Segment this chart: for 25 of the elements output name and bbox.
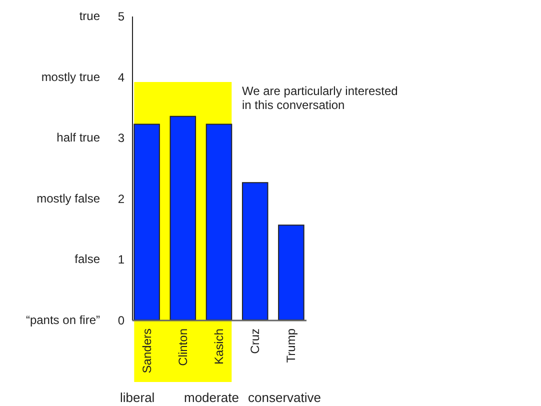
x-tick-label: Kasich: [212, 328, 226, 365]
text: mostly true: [41, 70, 100, 84]
text: false: [74, 252, 100, 266]
text: mostly false: [36, 191, 100, 206]
y-tick-label: 1: [118, 252, 125, 267]
y-tick-label: 2: [118, 192, 125, 206]
band-label: We are particularly interested in this conversation: [242, 84, 398, 112]
text: liberal: [120, 390, 155, 405]
bar: [206, 124, 232, 320]
y-tick-label: 3: [118, 131, 125, 146]
text: true: [79, 9, 100, 23]
text: moderate: [184, 390, 239, 405]
y-tick-label: 4: [118, 70, 125, 84]
x-tick-label: Sanders: [140, 328, 154, 374]
bar: [278, 224, 304, 320]
x-tick-label: Cruz: [248, 328, 262, 354]
bar: [242, 182, 268, 320]
x-tick-label: Clinton: [176, 328, 190, 366]
y-tick-label: 0: [118, 314, 125, 328]
text: half true: [56, 130, 100, 145]
y-tick-label: 5: [118, 10, 125, 24]
x-tick-label: Trump: [284, 328, 298, 363]
text: conservative: [248, 390, 321, 405]
bar: [170, 116, 196, 320]
text: “pants on fire”: [26, 313, 100, 327]
